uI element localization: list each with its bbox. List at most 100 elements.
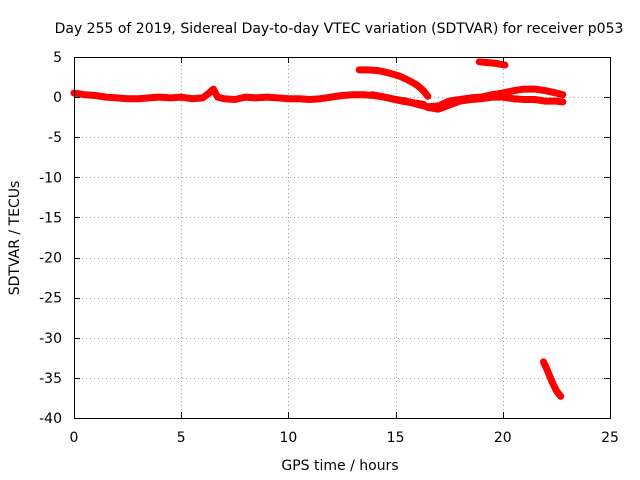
y-tick-label: 0 [53,90,62,106]
data-point [360,91,367,98]
data-point [386,70,393,77]
y-tick-label: -30 [39,331,62,347]
data-point [478,95,485,102]
x-tick-labels: 0 5 10 15 20 25 [70,430,619,446]
data-point [199,94,206,101]
data-point [544,368,551,375]
data-point [521,96,528,103]
data-point [124,95,131,102]
data-point [484,59,491,66]
y-tick-label: -35 [39,371,62,387]
series-lower-band [424,93,567,113]
data-point [420,87,427,94]
data-point [501,62,508,69]
data-point [489,94,496,101]
plot-frame [74,57,611,419]
y-tick-label: -20 [39,251,62,267]
y-tick-label: -10 [39,170,62,186]
data-point [510,87,517,94]
data-point [553,90,560,97]
data-point [156,94,163,101]
data-point [456,98,463,105]
x-tick-label: 15 [387,430,405,446]
data-point [409,99,416,106]
data-point [499,94,506,101]
y-tick-label: 5 [53,50,62,66]
data-point [446,102,453,109]
x-axis-label: GPS time / hours [281,458,398,474]
data-point [476,58,483,65]
data-point [553,387,560,394]
chart-title: Day 255 of 2019, Sidereal Day-to-day VTE… [55,21,624,37]
data-point [210,86,217,93]
x-tick-label: 0 [70,430,79,446]
data-point [221,95,228,102]
y-axis-label: SDTVAR / TECUs [7,181,23,296]
y-tick-label: -40 [39,411,62,427]
data-point [188,95,195,102]
data-point [557,393,564,400]
data-point [113,94,120,101]
data-point [92,92,99,99]
data-point [542,98,549,105]
data-point [559,98,566,105]
data-point [414,82,421,89]
series-arc [355,66,432,100]
data-point [435,106,442,113]
data-point [167,94,174,101]
data-point [81,91,88,98]
series-short-segment [475,58,509,69]
data-point [274,94,281,101]
axis-ticks [74,57,611,419]
data-point [420,101,427,108]
data-point [328,94,335,101]
data-point [242,94,249,101]
data-point [135,95,142,102]
y-tick-label: -5 [48,130,62,146]
data-point [531,86,538,93]
data-point [424,93,431,100]
data-point [317,95,324,102]
data-point [396,73,403,80]
y-tick-labels: 5 0 -5 -10 -15 -20 -25 -30 -35 -40 [39,50,62,427]
data-point [306,96,313,103]
data-point [531,96,538,103]
data-point [542,87,549,94]
data-point [405,77,412,84]
x-tick-label: 25 [601,430,619,446]
data-point [559,91,566,98]
data-point [178,94,185,101]
data-point [399,98,406,105]
data-point [231,96,238,103]
data-point [349,91,356,98]
data-point [369,91,376,98]
data-point [253,94,260,101]
data-point [364,66,371,73]
data-point [521,86,528,93]
data-point [339,92,345,99]
data-point [214,94,221,101]
data-point [375,67,382,74]
data-point [146,94,153,101]
data-series [70,58,567,400]
y-tick-label: -15 [39,210,62,226]
data-point [553,98,560,105]
data-point [388,95,395,102]
data-point [467,96,474,103]
series-secondary [368,91,427,108]
y-tick-label: -25 [39,291,62,307]
data-point [263,94,270,101]
data-point [356,66,363,73]
data-point [424,104,431,111]
series-trace [475,58,509,69]
data-point [206,90,213,97]
data-point [510,95,517,102]
x-tick-label: 10 [279,430,297,446]
series-descending-tail [540,358,565,400]
data-point [493,60,500,67]
grid-lines [74,57,610,418]
data-point [285,95,292,102]
x-tick-label: 20 [494,430,512,446]
data-point [549,378,556,385]
